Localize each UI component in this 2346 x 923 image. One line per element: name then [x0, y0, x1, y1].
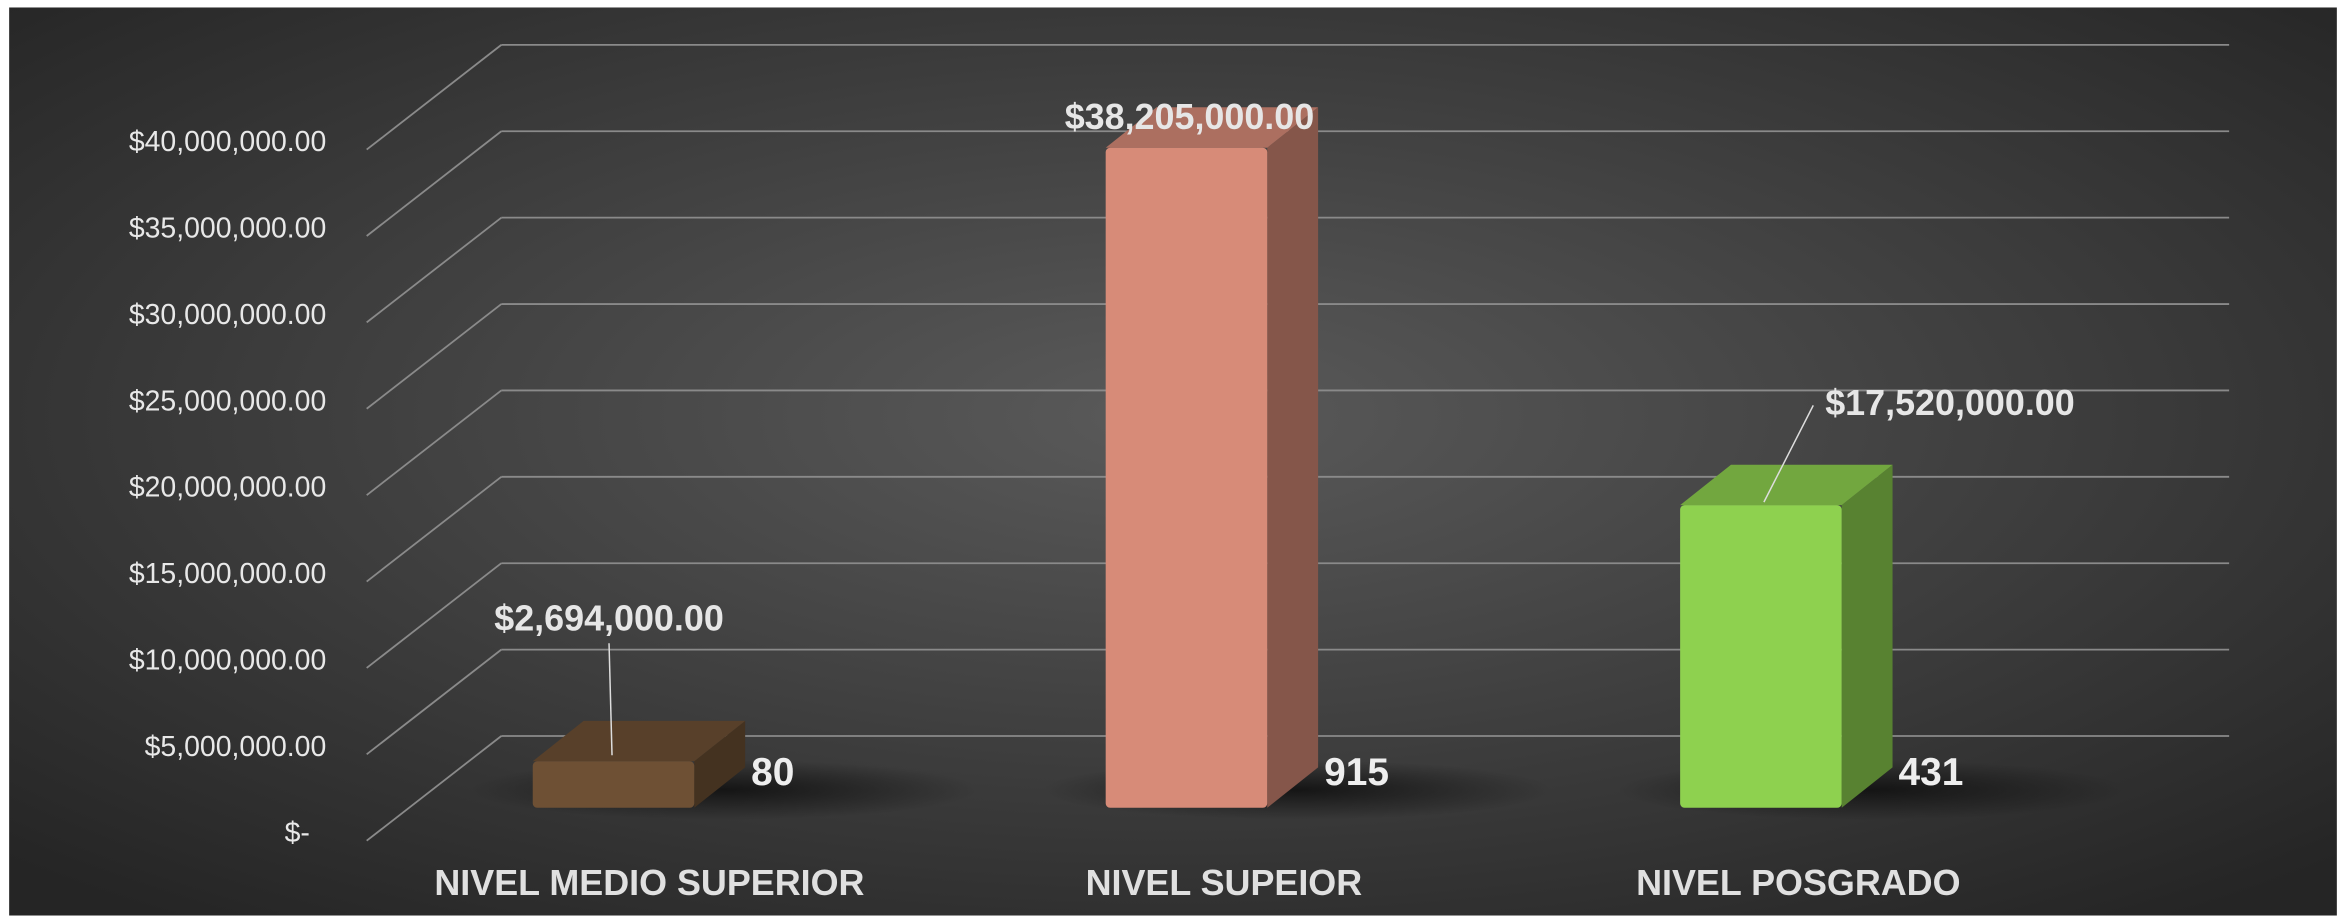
bar-top — [532, 720, 746, 762]
grid-line — [366, 44, 502, 151]
count-label: 80 — [751, 751, 794, 794]
leader-line — [1763, 405, 1814, 503]
data-label: $38,205,000.00 — [1065, 97, 1314, 137]
grid-line — [366, 216, 502, 324]
y-tick-label: $10,000,000.00 — [129, 644, 326, 676]
x-tick-label: NIVEL POSGRADO — [1636, 863, 1960, 903]
count-label: 431 — [1899, 751, 1964, 794]
count-label: 915 — [1324, 751, 1389, 794]
bar — [532, 761, 695, 808]
x-tick-label: NIVEL MEDIO SUPERIOR — [434, 863, 864, 903]
y-tick-label: $35,000,000.00 — [129, 213, 326, 245]
data-label: $2,694,000.00 — [494, 598, 724, 638]
bar — [1680, 505, 1842, 808]
y-tick-label: $40,000,000.00 — [129, 126, 326, 158]
bar-top — [1105, 107, 1319, 148]
bar-side — [694, 720, 746, 808]
grid-line — [366, 476, 502, 583]
grid-line — [366, 389, 502, 496]
bar-side — [1267, 107, 1319, 808]
grid-line — [366, 735, 502, 842]
grid-line — [366, 303, 502, 410]
bar-side — [1841, 464, 1893, 808]
grid-line — [366, 562, 502, 669]
y-tick-label: $- — [285, 817, 310, 849]
data-label: $17,520,000.00 — [1825, 383, 2074, 423]
bar — [1105, 147, 1268, 808]
y-tick-label: $5,000,000.00 — [145, 731, 327, 763]
leader-line — [608, 643, 613, 756]
y-tick-label: $15,000,000.00 — [129, 558, 326, 590]
grid-line — [366, 130, 502, 237]
x-tick-label: NIVEL SUPEIOR — [1086, 863, 1363, 903]
grid-line — [366, 648, 502, 756]
y-tick-label: $20,000,000.00 — [129, 472, 326, 504]
y-tick-label: $30,000,000.00 — [129, 299, 326, 331]
bar-top — [1680, 464, 1893, 506]
y-tick-label: $25,000,000.00 — [129, 385, 326, 417]
